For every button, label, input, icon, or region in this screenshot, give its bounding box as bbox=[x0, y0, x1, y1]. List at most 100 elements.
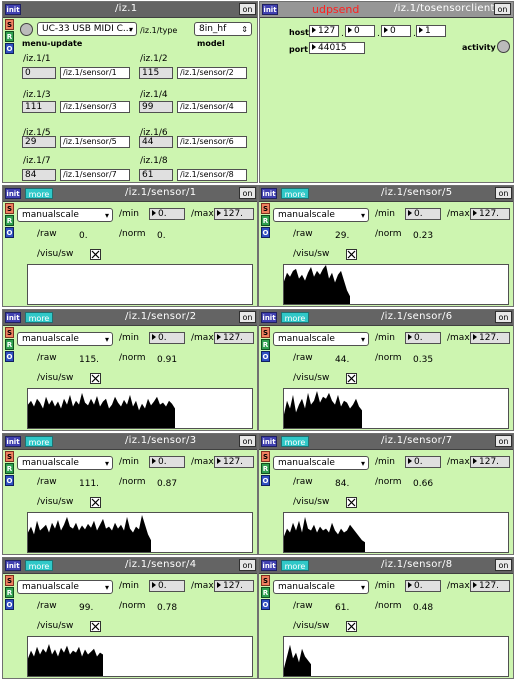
r-button[interactable]: R bbox=[5, 587, 14, 598]
sensor-address[interactable]: /iz.1/sensor/1 bbox=[60, 67, 130, 79]
sensor-value[interactable]: 0 bbox=[22, 67, 56, 79]
r-button[interactable]: R bbox=[261, 215, 270, 226]
init-button[interactable]: init bbox=[5, 436, 21, 447]
host-octet-2[interactable]: 0 bbox=[345, 25, 375, 37]
on-toggle[interactable]: on bbox=[495, 559, 512, 571]
o-button[interactable]: O bbox=[5, 227, 14, 238]
s-button[interactable]: S bbox=[261, 575, 270, 586]
scale-mode-menu[interactable]: manualscale ▾ bbox=[273, 208, 369, 222]
o-button[interactable]: O bbox=[261, 475, 270, 486]
o-button[interactable]: O bbox=[5, 475, 14, 486]
init-button[interactable]: init bbox=[261, 560, 277, 571]
s-button[interactable]: S bbox=[5, 203, 14, 214]
port-field[interactable]: 44015 bbox=[309, 42, 365, 54]
more-button[interactable]: more bbox=[281, 312, 309, 323]
r-button[interactable]: R bbox=[5, 215, 14, 226]
host-octet-4[interactable]: 1 bbox=[416, 25, 446, 37]
more-button[interactable]: more bbox=[25, 560, 53, 571]
on-toggle[interactable]: on bbox=[495, 187, 512, 199]
init-button[interactable]: init bbox=[5, 188, 21, 199]
min-field[interactable]: 0. bbox=[405, 456, 441, 468]
s-button[interactable]: S bbox=[261, 451, 270, 462]
r-button[interactable]: R bbox=[261, 587, 270, 598]
max-field[interactable]: 127. bbox=[470, 456, 510, 468]
sensor-address[interactable]: /iz.1/sensor/6 bbox=[177, 136, 247, 148]
visu-toggle[interactable] bbox=[90, 497, 101, 508]
on-toggle[interactable]: on bbox=[239, 559, 256, 571]
visu-toggle[interactable] bbox=[346, 373, 357, 384]
min-field[interactable]: 0. bbox=[149, 208, 185, 220]
min-field[interactable]: 0. bbox=[405, 208, 441, 220]
sensor-value[interactable]: 115 bbox=[139, 67, 173, 79]
max-field[interactable]: 127. bbox=[214, 208, 254, 220]
sensor-value[interactable]: 29 bbox=[22, 136, 56, 148]
sensor-value[interactable]: 61 bbox=[139, 169, 173, 181]
scale-mode-menu[interactable]: manualscale ▾ bbox=[273, 332, 369, 346]
r-button[interactable]: R bbox=[5, 339, 14, 350]
init-button[interactable]: init bbox=[5, 312, 21, 323]
sensor-value[interactable]: 84 bbox=[22, 169, 56, 181]
host-octet-3[interactable]: 0 bbox=[381, 25, 411, 37]
init-button[interactable]: init bbox=[262, 4, 278, 15]
sensor-address[interactable]: /iz.1/sensor/5 bbox=[60, 136, 130, 148]
sensor-address[interactable]: /iz.1/sensor/4 bbox=[177, 101, 247, 113]
more-button[interactable]: more bbox=[281, 560, 309, 571]
sensor-value[interactable]: 99 bbox=[139, 101, 173, 113]
sensor-address[interactable]: /iz.1/sensor/2 bbox=[177, 67, 247, 79]
sensor-address[interactable]: /iz.1/sensor/8 bbox=[177, 169, 247, 181]
min-field[interactable]: 0. bbox=[149, 332, 185, 344]
o-button[interactable]: O bbox=[5, 599, 14, 610]
model-menu[interactable]: 8in_hf ⇕ bbox=[194, 22, 252, 36]
device-menu[interactable]: UC-33 USB MIDI C... ▾ bbox=[37, 22, 137, 36]
more-button[interactable]: more bbox=[25, 188, 53, 199]
visu-toggle[interactable] bbox=[90, 621, 101, 632]
visu-toggle[interactable] bbox=[90, 249, 101, 260]
init-button[interactable]: init bbox=[261, 436, 277, 447]
r-button[interactable]: R bbox=[261, 339, 270, 350]
on-toggle[interactable]: on bbox=[239, 311, 256, 323]
more-button[interactable]: more bbox=[25, 312, 53, 323]
on-toggle[interactable]: on bbox=[494, 3, 511, 15]
on-toggle[interactable]: on bbox=[495, 311, 512, 323]
o-button[interactable]: O bbox=[5, 43, 14, 54]
min-field[interactable]: 0. bbox=[149, 580, 185, 592]
init-button[interactable]: init bbox=[5, 4, 21, 15]
s-button[interactable]: S bbox=[5, 575, 14, 586]
min-field[interactable]: 0. bbox=[405, 580, 441, 592]
sensor-value[interactable]: 44 bbox=[139, 136, 173, 148]
sensor-address[interactable]: /iz.1/sensor/7 bbox=[60, 169, 130, 181]
init-button[interactable]: init bbox=[5, 560, 21, 571]
more-button[interactable]: more bbox=[281, 436, 309, 447]
visu-toggle[interactable] bbox=[346, 249, 357, 260]
scale-mode-menu[interactable]: manualscale ▾ bbox=[17, 332, 113, 346]
r-button[interactable]: R bbox=[5, 463, 14, 474]
max-field[interactable]: 127. bbox=[470, 208, 510, 220]
on-toggle[interactable]: on bbox=[239, 3, 256, 15]
scale-mode-menu[interactable]: manualscale ▾ bbox=[17, 580, 113, 594]
max-field[interactable]: 127. bbox=[214, 456, 254, 468]
menu-update-button[interactable] bbox=[20, 23, 33, 36]
s-button[interactable]: S bbox=[5, 327, 14, 338]
scale-mode-menu[interactable]: manualscale ▾ bbox=[273, 456, 369, 470]
s-button[interactable]: S bbox=[5, 19, 14, 30]
sensor-value[interactable]: 111 bbox=[22, 101, 56, 113]
more-button[interactable]: more bbox=[281, 188, 309, 199]
max-field[interactable]: 127. bbox=[470, 332, 510, 344]
max-field[interactable]: 127. bbox=[214, 332, 254, 344]
max-field[interactable]: 127. bbox=[214, 580, 254, 592]
visu-toggle[interactable] bbox=[90, 373, 101, 384]
host-octet-1[interactable]: 127 bbox=[309, 25, 339, 37]
scale-mode-menu[interactable]: manualscale ▾ bbox=[273, 580, 369, 594]
min-field[interactable]: 0. bbox=[405, 332, 441, 344]
o-button[interactable]: O bbox=[261, 227, 270, 238]
visu-toggle[interactable] bbox=[346, 621, 357, 632]
r-button[interactable]: R bbox=[261, 463, 270, 474]
s-button[interactable]: S bbox=[5, 451, 14, 462]
o-button[interactable]: O bbox=[5, 351, 14, 362]
s-button[interactable]: S bbox=[261, 203, 270, 214]
init-button[interactable]: init bbox=[261, 188, 277, 199]
more-button[interactable]: more bbox=[25, 436, 53, 447]
init-button[interactable]: init bbox=[261, 312, 277, 323]
on-toggle[interactable]: on bbox=[239, 187, 256, 199]
on-toggle[interactable]: on bbox=[239, 435, 256, 447]
